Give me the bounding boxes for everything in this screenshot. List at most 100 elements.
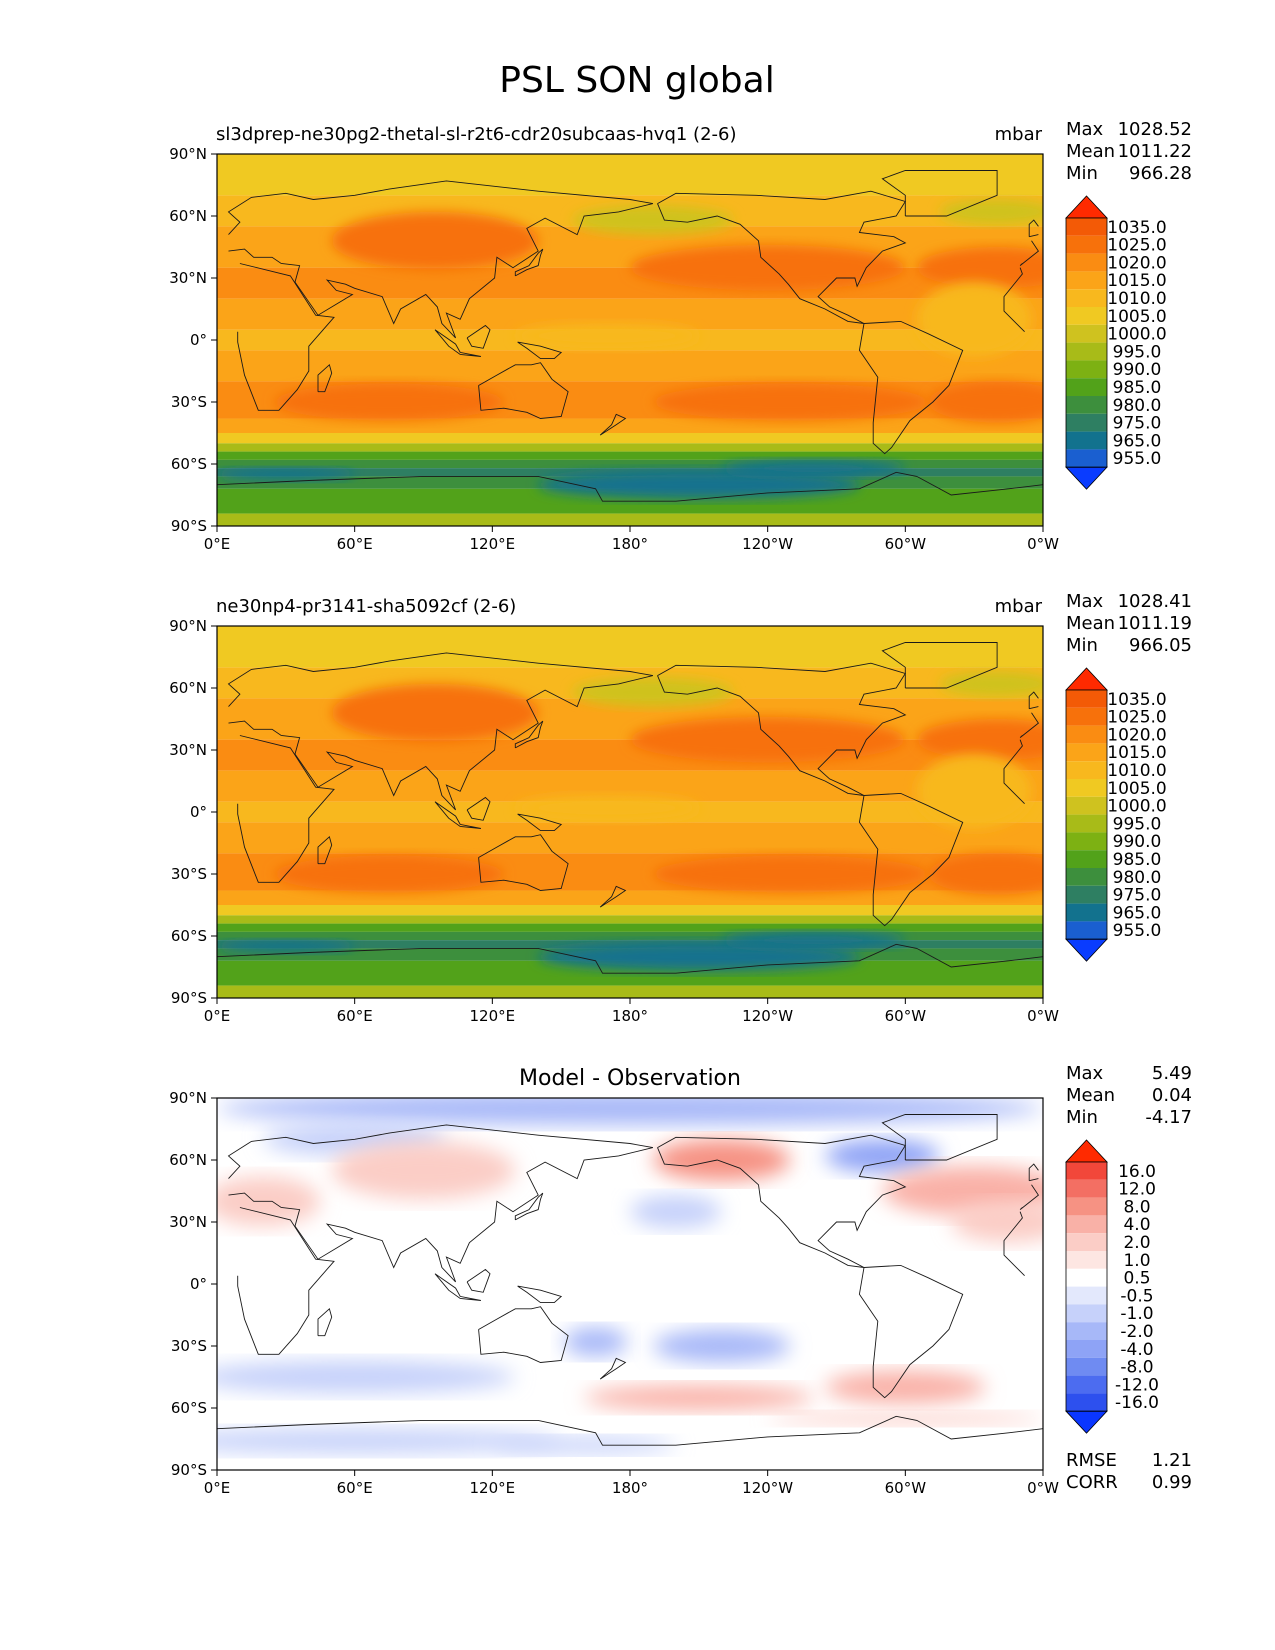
colorbar-segment xyxy=(1066,903,1107,922)
colorbar-extend-min xyxy=(1065,466,1108,490)
colorbar-label: 1.0 xyxy=(1123,1251,1150,1271)
colorbar-label: -12.0 xyxy=(1115,1375,1159,1395)
y-tick-label: 90°S xyxy=(171,517,207,535)
pressure-band xyxy=(217,350,1043,382)
colorbar-segment xyxy=(1066,1251,1107,1269)
colorbar-label: 1005.0 xyxy=(1107,779,1166,799)
panel-1-stats: Max 1028.52 Mean 1011.22 Min 966.28 xyxy=(1066,119,1192,184)
y-tick-label: 90°S xyxy=(171,989,207,1007)
colorbar-label: -16.0 xyxy=(1115,1393,1159,1413)
x-tick-label: 120°E xyxy=(470,535,516,553)
colorbar-label: 990.0 xyxy=(1113,832,1162,852)
coastline xyxy=(317,363,333,393)
panel-3-min-value: -4.17 xyxy=(1145,1107,1192,1128)
panel-3-corr-value: 0.99 xyxy=(1152,1472,1192,1493)
coastline xyxy=(858,792,964,927)
colorbar-label: 975.0 xyxy=(1113,414,1162,434)
pressure-band xyxy=(217,267,1043,299)
coastline xyxy=(217,943,1043,974)
pressure-anomaly xyxy=(217,940,355,953)
panel-2-axes: 0°E 60°E 120°E 180° 120°W 60°W 0°W 90°N 60°N 30°N… xyxy=(169,617,1059,1025)
colorbar-label: 1020.0 xyxy=(1107,725,1166,745)
pressure-anomaly xyxy=(331,211,539,270)
coastline xyxy=(881,642,998,689)
colorbar-segment xyxy=(1066,307,1107,325)
pressure-band xyxy=(217,905,1043,916)
pressure-anomaly xyxy=(515,323,699,349)
panel-3-min-label: Min xyxy=(1066,1107,1098,1128)
x-tick-label: 0°E xyxy=(204,1479,231,1497)
coastline xyxy=(1028,1163,1039,1182)
panel-2-map xyxy=(217,626,1043,998)
colorbar-segment xyxy=(1066,1304,1107,1323)
coastline xyxy=(599,1357,627,1380)
coastline xyxy=(434,1273,481,1301)
pressure-anomaly xyxy=(928,853,1043,895)
pressure-band xyxy=(217,822,1043,854)
pressure-anomaly xyxy=(538,942,860,972)
colorbar-label: 990.0 xyxy=(1113,360,1162,380)
colorbar-segment xyxy=(1066,253,1107,272)
colorbar-label: 965.0 xyxy=(1113,431,1162,451)
pressure-anomaly xyxy=(538,470,860,500)
panel-3-colorbar: 16.012.08.04.02.01.00.5-0.5-1.0-2.0-4.0-… xyxy=(1065,1139,1159,1434)
x-tick-label: 0°W xyxy=(1027,1479,1059,1497)
difference-anomaly xyxy=(652,1139,791,1181)
colorbar-label: 955.0 xyxy=(1113,449,1162,469)
panel-2-mean-value: 1011.19 xyxy=(1118,613,1192,634)
difference-anomaly xyxy=(217,1360,516,1394)
panel-2-max-label: Max xyxy=(1066,591,1104,612)
y-tick-label: 60°N xyxy=(169,207,207,225)
panel-1-axes: 0°E 60°E 120°E 180° 120°W 60°W 0°W 90°N 60°N 30°N… xyxy=(169,145,1059,553)
colorbar-label: -4.0 xyxy=(1120,1340,1153,1360)
difference-anomaly xyxy=(217,1428,562,1454)
coastline xyxy=(237,1207,1025,1355)
colorbar-extend-min xyxy=(1065,1410,1108,1434)
pressure-anomaly xyxy=(652,383,929,421)
panel-1-mean-value: 1011.22 xyxy=(1118,141,1192,162)
colorbar-segment xyxy=(1066,779,1107,797)
panel-3-stats: Max 5.49 Mean 0.04 Min -4.17 xyxy=(1066,1063,1192,1128)
coastline xyxy=(478,834,569,891)
colorbar-segment xyxy=(1066,289,1107,307)
y-tick-label: 0° xyxy=(190,1275,207,1293)
difference-anomaly xyxy=(630,1195,722,1229)
colorbar-segment xyxy=(1066,1357,1107,1376)
colorbar-label: -1.0 xyxy=(1120,1304,1153,1324)
pressure-band xyxy=(217,418,1043,433)
pressure-band xyxy=(217,433,1043,444)
colorbar-label: 1025.0 xyxy=(1107,236,1166,256)
coastline xyxy=(514,1192,544,1221)
pressure-anomaly xyxy=(572,205,734,235)
figure-title: PSL SON global xyxy=(499,60,774,101)
panel-1-max-label: Max xyxy=(1066,119,1104,140)
colorbar-segment xyxy=(1066,1322,1107,1340)
difference-anomaly xyxy=(825,1139,940,1173)
y-tick-label: 60°S xyxy=(171,927,207,945)
pressure-anomaly xyxy=(652,855,929,893)
panel-3-title: Model - Observation xyxy=(519,1066,741,1091)
panel-1-title: sl3dprep-ne30pg2-thetal-sl-r2t6-cdr20sub… xyxy=(216,124,737,145)
x-tick-label: 0°E xyxy=(204,535,231,553)
pressure-band xyxy=(217,923,1043,932)
coastline xyxy=(599,885,627,908)
y-tick-label: 30°N xyxy=(169,1213,207,1231)
pressure-anomaly xyxy=(331,683,539,742)
coastline xyxy=(657,1134,907,1268)
y-tick-label: 90°N xyxy=(169,145,207,163)
x-tick-label: 60°W xyxy=(885,1479,927,1497)
colorbar-segment xyxy=(1066,832,1107,851)
colorbar-segment xyxy=(1066,449,1107,468)
colorbar-label: 995.0 xyxy=(1113,342,1162,362)
panel-3: Model - Observation Max 5.49 Mean 0.04 M… xyxy=(169,1063,1192,1497)
colorbar-segment xyxy=(1066,1233,1107,1251)
y-tick-label: 0° xyxy=(190,803,207,821)
colorbar-segment xyxy=(1066,743,1107,762)
x-tick-label: 120°W xyxy=(742,1007,793,1025)
colorbar-segment xyxy=(1066,1162,1107,1180)
colorbar-label: 1000.0 xyxy=(1107,797,1166,817)
map-fill xyxy=(217,1098,1043,1470)
y-tick-label: 0° xyxy=(190,331,207,349)
pressure-band xyxy=(217,626,1043,668)
